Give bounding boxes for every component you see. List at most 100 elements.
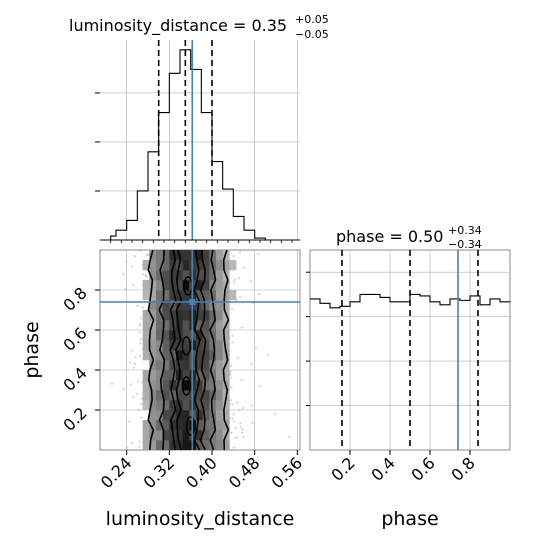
density-bin bbox=[162, 370, 170, 381]
density-bin bbox=[162, 350, 170, 361]
tick-labels: 0.24 0.32 0.40 0.48 0.56 0.2 0.4 0.6 0.8 0.2 0.4 0.… bbox=[59, 283, 478, 492]
density-bin bbox=[149, 430, 157, 441]
lumdist-title: luminosity_distance = 0.35 +0.05 −0.05 bbox=[69, 13, 329, 41]
density-bin bbox=[142, 390, 150, 401]
joint-ytick-label-2: 0.6 bbox=[59, 323, 90, 354]
scatter-point bbox=[131, 349, 134, 352]
joint-truth-marker bbox=[189, 299, 196, 305]
density-bin bbox=[162, 420, 170, 431]
density-bin bbox=[169, 370, 177, 381]
scatter-point bbox=[236, 401, 239, 405]
density-bin bbox=[182, 250, 190, 261]
scatter-point bbox=[234, 278, 237, 281]
density-bin bbox=[202, 350, 210, 361]
density-bin bbox=[216, 250, 223, 261]
density-bin bbox=[162, 440, 170, 450]
density-bin bbox=[149, 330, 157, 341]
density-bin bbox=[176, 320, 183, 331]
density-bin bbox=[209, 250, 217, 261]
scatter-point bbox=[239, 425, 242, 428]
density-bin bbox=[202, 250, 210, 261]
density-bin bbox=[169, 250, 177, 261]
density-bin bbox=[182, 410, 190, 421]
density-bin bbox=[162, 260, 170, 271]
density-bin bbox=[216, 310, 223, 321]
density-bin bbox=[162, 290, 170, 301]
contour-right-1 bbox=[199, 250, 207, 450]
density-bin bbox=[196, 350, 203, 361]
contour-left-0 bbox=[147, 250, 155, 450]
density-bin bbox=[202, 300, 210, 311]
scatter-point bbox=[231, 307, 234, 310]
scatter-point bbox=[233, 437, 237, 440]
density-bin bbox=[196, 370, 203, 381]
density-bin bbox=[156, 260, 163, 271]
density-bin bbox=[196, 280, 203, 291]
scatter-point bbox=[258, 384, 261, 388]
scatter-point bbox=[230, 376, 233, 379]
density-bin bbox=[169, 290, 177, 301]
contour-right-0 bbox=[193, 250, 201, 450]
scatter-point bbox=[241, 431, 244, 434]
scatter-point bbox=[231, 403, 234, 406]
density-bin bbox=[202, 370, 210, 381]
scatter-point bbox=[234, 427, 237, 430]
scatter-point bbox=[232, 413, 235, 416]
density-bin bbox=[176, 280, 183, 291]
density-bin bbox=[182, 400, 190, 411]
scatter-point bbox=[138, 355, 142, 358]
density-bin bbox=[176, 310, 183, 321]
density-bin bbox=[162, 340, 170, 351]
scatter-point bbox=[233, 446, 236, 449]
scatter-point bbox=[130, 383, 133, 386]
scatter-point bbox=[144, 274, 147, 277]
contour-left-1 bbox=[158, 250, 166, 450]
scatter-point bbox=[145, 275, 148, 278]
scatter-point bbox=[139, 324, 142, 327]
phase-title-name: phase bbox=[336, 227, 384, 246]
scatter-point bbox=[242, 435, 245, 438]
svg-text:phase = 0.50: phase = 0.50 bbox=[336, 227, 443, 246]
lumdist-title-name: luminosity_distance bbox=[69, 16, 228, 36]
density-bin bbox=[142, 420, 150, 431]
density-bin bbox=[176, 340, 183, 351]
x-axis-label-phase: phase bbox=[381, 508, 438, 530]
scatter-point bbox=[132, 283, 135, 287]
density-bin bbox=[196, 330, 203, 341]
density-bin bbox=[169, 400, 177, 411]
phase-title-median: 0.50 bbox=[408, 227, 444, 246]
density-bin bbox=[216, 410, 223, 421]
density-bin bbox=[202, 320, 210, 331]
scatter-point bbox=[138, 440, 141, 443]
density-bin bbox=[149, 320, 157, 331]
density-bin bbox=[142, 370, 150, 381]
joint-panel bbox=[97, 250, 300, 450]
scatter-point bbox=[233, 420, 236, 423]
phase-xtick-label-3: 0.8 bbox=[447, 453, 478, 484]
scatter-point bbox=[239, 251, 242, 254]
density-bin bbox=[196, 390, 203, 401]
phase-xtick-label-0: 0.2 bbox=[327, 453, 358, 484]
phase-xtick-label-2: 0.6 bbox=[407, 453, 438, 484]
scatter-point bbox=[236, 436, 239, 439]
scatter-point bbox=[239, 421, 242, 425]
scatter-point bbox=[147, 254, 150, 257]
density-bin bbox=[202, 290, 210, 301]
density-bin bbox=[222, 330, 230, 341]
density-bin bbox=[196, 360, 203, 371]
scatter-point bbox=[110, 382, 114, 385]
density-bin bbox=[156, 440, 163, 450]
density-bin bbox=[196, 380, 203, 391]
contour-island-2 bbox=[185, 416, 196, 436]
density-bin bbox=[222, 340, 230, 351]
scatter-point bbox=[100, 401, 101, 403]
scatter-point bbox=[97, 432, 99, 434]
density-bin bbox=[156, 330, 163, 341]
scatter-point bbox=[241, 428, 244, 431]
density-bin bbox=[222, 300, 230, 311]
scatter-point bbox=[232, 255, 235, 258]
density-bin bbox=[156, 430, 163, 441]
density-bin bbox=[169, 380, 177, 391]
scatter-point bbox=[239, 296, 242, 299]
lumdist-title-plus: +0.05 bbox=[295, 13, 329, 26]
